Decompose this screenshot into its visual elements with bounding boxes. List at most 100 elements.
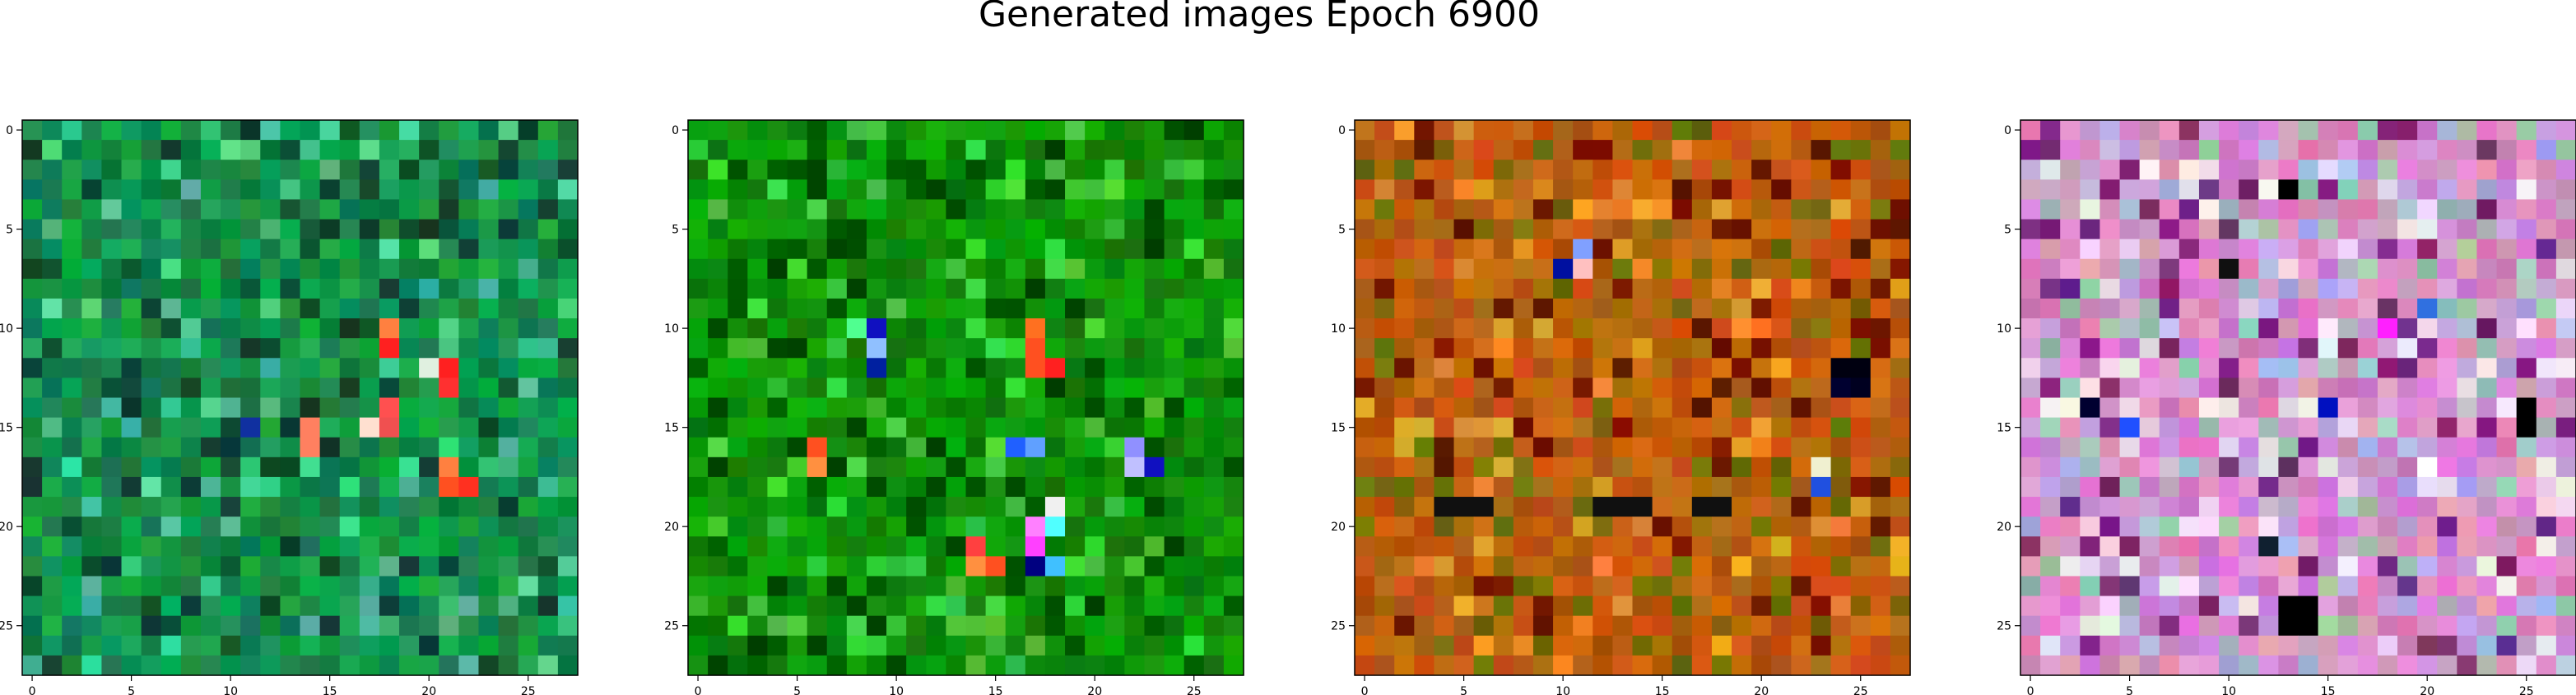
- pixel-cell: [2060, 497, 2081, 517]
- pixel-cell: [846, 378, 867, 399]
- pixel-cell: [2337, 358, 2359, 378]
- pixel-cell: [906, 576, 927, 597]
- pixel-cell: [2119, 219, 2141, 240]
- pixel-cell: [2357, 476, 2378, 498]
- pixel-cell: [2198, 556, 2220, 577]
- pixel-cell: [1005, 576, 1026, 597]
- pixel-cell: [1394, 655, 1415, 676]
- pixel-cell: [965, 298, 987, 319]
- pixel-cell: [1183, 536, 1205, 557]
- pixel-cell: [2119, 655, 2141, 676]
- pixel-cell: [399, 338, 420, 359]
- pixel-cell: [1652, 635, 1673, 656]
- pixel-cell: [1573, 635, 1593, 656]
- pixel-cell: [2020, 239, 2041, 260]
- pixel-cell: [1473, 615, 1495, 637]
- pixel-cell: [1005, 239, 1026, 260]
- pixel-cell: [319, 318, 341, 339]
- pixel-cell: [2178, 239, 2200, 260]
- pixel-cell: [339, 338, 360, 359]
- pixel-cell: [221, 456, 241, 478]
- pixel-cell: [2219, 397, 2239, 419]
- pixel-cell: [1374, 258, 1395, 280]
- pixel-cell: [221, 536, 241, 557]
- pixel-cell: [1791, 517, 1812, 537]
- pixel-cell: [946, 358, 967, 378]
- x-tick-label: 10: [2221, 685, 2236, 695]
- pixel-cell: [1434, 219, 1455, 240]
- pixel-cell: [1850, 338, 1872, 359]
- pixel-cell: [1513, 298, 1534, 319]
- pixel-cell: [141, 497, 162, 517]
- pixel-cell: [1394, 298, 1415, 319]
- pixel-cell: [160, 199, 182, 220]
- pixel-cell: [458, 160, 480, 180]
- pixel-cell: [866, 517, 887, 537]
- pixel-cell: [1830, 219, 1852, 240]
- pixel-cell: [419, 179, 439, 201]
- pixel-cell: [1553, 595, 1574, 617]
- pixel-cell: [1771, 517, 1792, 537]
- pixel-cell: [1573, 160, 1593, 180]
- pixel-cell: [557, 219, 579, 240]
- pixel-cell: [2457, 635, 2478, 656]
- pixel-cell: [339, 160, 360, 180]
- pixel-cell: [2496, 476, 2518, 498]
- pixel-cell: [946, 298, 967, 319]
- pixel-cell: [1652, 318, 1673, 339]
- pixel-cell: [180, 160, 202, 180]
- pixel-cell: [160, 140, 182, 160]
- pixel-cell: [1065, 338, 1086, 359]
- pixel-cell: [2298, 476, 2319, 498]
- pixel-cell: [767, 517, 788, 537]
- pixel-cell: [1453, 318, 1475, 339]
- pixel-cell: [1124, 497, 1146, 517]
- pixel-cell: [886, 536, 907, 557]
- pixel-cell: [2020, 556, 2041, 577]
- pixel-cell: [2298, 199, 2319, 220]
- pixel-cell: [728, 160, 748, 180]
- pixel-cell: [1711, 456, 1732, 478]
- pixel-cell: [498, 219, 519, 240]
- pixel-cell: [2555, 437, 2576, 458]
- pixel-cell: [1830, 160, 1852, 180]
- pixel-cell: [498, 476, 519, 498]
- pixel-cell: [101, 239, 123, 260]
- pixel-cell: [2476, 179, 2498, 201]
- pixel-cell: [1573, 576, 1593, 597]
- pixel-cell: [2278, 140, 2299, 160]
- pixel-cell: [2377, 536, 2398, 557]
- pixel-cell: [1593, 179, 1613, 201]
- pixel-cell: [200, 397, 221, 419]
- pixel-cell: [319, 258, 341, 280]
- pixel-cell: [1065, 179, 1086, 201]
- pixel-cell: [101, 437, 123, 458]
- pixel-cell: [1751, 497, 1772, 517]
- pixel-cell: [359, 417, 380, 438]
- pixel-cell: [807, 318, 828, 339]
- pixel-cell: [2159, 595, 2180, 617]
- pixel-cell: [2178, 476, 2200, 498]
- pixel-cell: [1553, 140, 1574, 160]
- pixel-cell: [1573, 517, 1593, 537]
- pixel-cell: [1870, 338, 1891, 359]
- pixel-cell: [2437, 517, 2457, 537]
- pixel-cell: [1124, 595, 1146, 617]
- pixel-cell: [1394, 437, 1415, 458]
- pixel-cell: [1453, 536, 1475, 557]
- pixel-cell: [1612, 576, 1634, 597]
- pixel-cell: [180, 397, 202, 419]
- pixel-cell: [1850, 476, 1872, 498]
- pixel-cell: [101, 635, 123, 656]
- pixel-cell: [2496, 358, 2518, 378]
- pixel-cell: [180, 635, 202, 656]
- pixel-cell: [1732, 595, 1752, 617]
- pixel-cell: [1771, 239, 1792, 260]
- pixel-cell: [2119, 298, 2141, 319]
- pixel-cell: [1612, 456, 1634, 478]
- pixel-cell: [1085, 278, 1105, 299]
- pixel-cell: [866, 219, 887, 240]
- pixel-cell: [1593, 258, 1613, 280]
- pixel-cell: [557, 615, 579, 637]
- pixel-cell: [1453, 298, 1475, 319]
